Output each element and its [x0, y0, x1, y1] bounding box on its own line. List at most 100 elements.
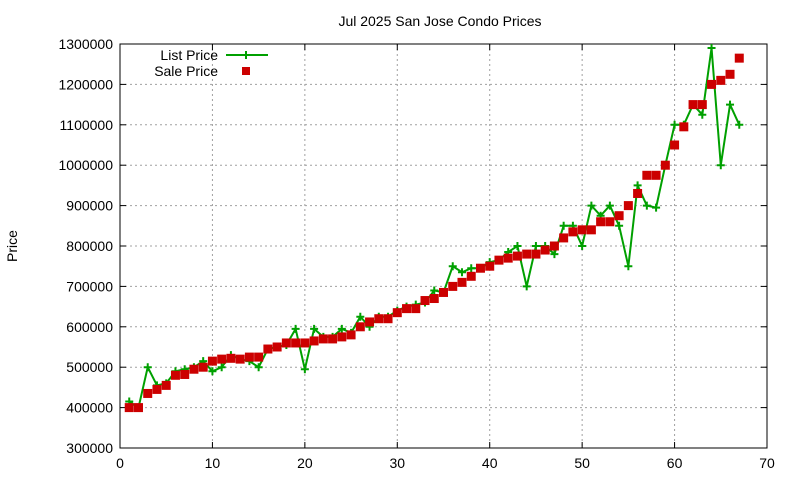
grid [120, 44, 767, 448]
sale-price-point [328, 334, 338, 344]
list-price-point [652, 203, 661, 212]
sale-price-point [420, 296, 430, 306]
y-tick-label: 1200000 [58, 76, 113, 92]
sale-price-point [439, 287, 448, 297]
sale-price-point [300, 338, 310, 348]
list-price-point [356, 312, 365, 321]
sale-price-point [217, 354, 227, 364]
list-price-point [467, 264, 476, 273]
x-tick-label: 70 [759, 455, 775, 471]
sale-price-point [272, 342, 282, 352]
list-price-point [300, 365, 309, 374]
list-price-point [217, 363, 226, 372]
sale-price-point [383, 314, 393, 324]
sale-price-point [670, 140, 680, 150]
sale-price-point [198, 362, 208, 372]
list-price-point [531, 242, 540, 250]
sale-price-point [402, 304, 412, 314]
sale-price-point [143, 388, 153, 398]
sale-price-point [679, 122, 689, 132]
x-tick-label: 50 [574, 455, 590, 471]
list-price-point [513, 242, 522, 250]
y-tick-label: 1100000 [60, 117, 114, 133]
x-tick-label: 20 [297, 455, 313, 471]
y-axis-label: Price [4, 230, 20, 262]
sale-price-point [161, 380, 171, 390]
list-price-point [587, 201, 596, 210]
sale-price-point [355, 322, 365, 332]
x-tick-label: 40 [482, 455, 498, 471]
sale-price-point [559, 233, 569, 243]
legend-label-sale-price: Sale Price [154, 63, 218, 79]
legend: List Price Sale Price [154, 47, 268, 79]
sale-price-point [531, 249, 541, 259]
sale-price-point [337, 332, 347, 342]
sale-price-point [411, 304, 421, 314]
sale-price-point [466, 271, 476, 281]
sale-price-point [346, 330, 356, 340]
y-tick-label: 600000 [66, 319, 113, 335]
sale-price-point [586, 225, 596, 235]
sale-price-point [614, 211, 624, 221]
sale-price-point [226, 353, 236, 363]
sale-price-point [697, 100, 707, 110]
list-price-point [559, 221, 568, 230]
sale-price-point [522, 249, 532, 259]
list-price-point [624, 262, 633, 271]
x-tick-label: 60 [667, 455, 683, 471]
list-price-point [291, 324, 300, 333]
sale-price-point [633, 188, 643, 198]
sale-price-point [457, 277, 467, 287]
sale-price-point [152, 384, 162, 394]
sale-price-point [365, 317, 375, 327]
list-price-line [128, 47, 741, 410]
sale-price-point [429, 294, 439, 304]
sale-price-point [374, 314, 384, 324]
list-price-point [457, 268, 466, 277]
sale-price-point [568, 227, 578, 237]
x-tick-label: 0 [116, 455, 124, 471]
sale-price-point [734, 53, 744, 63]
sale-price-point [448, 281, 458, 291]
y-tick-label: 700000 [66, 278, 113, 294]
legend-label-list-price: List Price [160, 47, 218, 63]
sale-price-point [189, 364, 199, 374]
legend-marker-sale-price [242, 67, 250, 75]
list-price-point [337, 324, 346, 333]
sale-price-point [309, 336, 319, 346]
sale-price-point [475, 263, 485, 273]
list-price-point [698, 110, 707, 119]
sale-price-point [263, 344, 273, 354]
sale-price-point [605, 217, 615, 227]
sale-price-point [180, 369, 190, 379]
sale-price-point [318, 334, 328, 344]
sale-price-point [254, 352, 264, 362]
sale-price-point [133, 403, 143, 413]
sale-price-point [577, 225, 587, 235]
list-price-point [430, 286, 439, 295]
legend-marker-list-price [242, 51, 250, 59]
list-price-point [726, 100, 735, 109]
sale-price-point [642, 170, 652, 180]
sale-price-point [235, 354, 245, 364]
series-layer [124, 44, 744, 413]
sale-price-point [549, 241, 559, 251]
sale-price-point [392, 308, 402, 318]
y-tick-label: 500000 [66, 359, 113, 375]
axis-ticks: 300000 400000 500000 600000 700000 800000 9000… [58, 36, 775, 471]
list-price-point [578, 242, 587, 250]
list-price-point [716, 161, 725, 170]
y-tick-label: 800000 [66, 238, 113, 254]
list-price-point [310, 324, 319, 333]
sale-price-point [485, 261, 495, 271]
sale-price-point [651, 170, 661, 180]
list-price-point [633, 181, 642, 190]
list-price-point [707, 44, 716, 53]
list-price-point [642, 201, 651, 210]
y-tick-label: 400000 [66, 400, 113, 416]
sale-price-point [660, 160, 670, 170]
sale-price-point [707, 79, 717, 89]
sale-price-point [725, 69, 735, 79]
sale-price-point [170, 370, 180, 380]
